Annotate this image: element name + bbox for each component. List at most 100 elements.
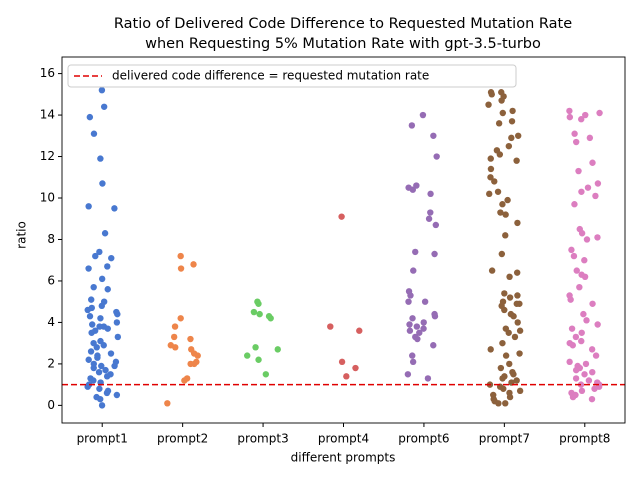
point (430, 342, 437, 349)
point (84, 306, 91, 314)
point (187, 360, 194, 368)
point (419, 111, 427, 119)
point (586, 134, 594, 142)
point (488, 267, 496, 274)
point (327, 323, 334, 330)
y-tick-label: 8 (47, 232, 55, 246)
point (582, 360, 590, 368)
point (98, 362, 105, 370)
point (596, 109, 603, 117)
point (568, 325, 576, 332)
point (103, 373, 111, 380)
point (409, 358, 417, 366)
point (413, 182, 420, 189)
point (570, 252, 578, 260)
point (86, 313, 94, 320)
point (113, 391, 121, 399)
point (90, 377, 97, 384)
point (581, 257, 588, 264)
point (409, 352, 416, 359)
point (97, 315, 104, 322)
y-tick-label: 2 (47, 356, 55, 370)
point (108, 254, 115, 262)
point (495, 120, 503, 127)
point (410, 267, 417, 274)
point (589, 300, 596, 307)
point (513, 300, 520, 307)
point (250, 308, 258, 316)
point (107, 350, 115, 357)
point (431, 313, 439, 320)
point (407, 292, 414, 299)
x-tick-label: prompt7 (479, 432, 530, 446)
point (405, 298, 412, 305)
point (409, 186, 417, 193)
point (498, 250, 506, 258)
point (100, 342, 107, 349)
point (502, 211, 509, 218)
point (90, 130, 98, 137)
point (87, 348, 95, 355)
point (104, 263, 111, 270)
point (513, 269, 521, 276)
point (583, 317, 590, 324)
y-tick-label: 10 (40, 191, 55, 205)
point (432, 221, 440, 229)
point (94, 354, 101, 361)
point (497, 364, 505, 372)
point (497, 209, 504, 216)
point (496, 151, 504, 158)
point (514, 219, 521, 227)
legend-label: delivered code difference = requested mu… (112, 69, 429, 83)
point (513, 377, 520, 384)
point (508, 118, 516, 125)
point (578, 230, 586, 237)
point (85, 265, 92, 272)
point (114, 333, 122, 341)
point (509, 107, 516, 115)
plot-frame (61, 56, 626, 424)
point (101, 230, 109, 237)
point (499, 375, 506, 382)
point (98, 302, 106, 310)
point (420, 325, 427, 332)
point (594, 234, 601, 241)
point (504, 196, 511, 204)
point (569, 342, 576, 349)
point (500, 385, 507, 392)
point (90, 364, 97, 372)
point (499, 339, 506, 347)
point (510, 313, 517, 320)
point (416, 329, 423, 336)
point (582, 111, 589, 119)
point (499, 201, 506, 208)
point (505, 329, 512, 336)
point (566, 113, 574, 121)
point (104, 286, 111, 293)
point (408, 122, 416, 129)
x-tick-label: prompt2 (157, 432, 208, 446)
point (487, 155, 494, 162)
point (499, 109, 506, 117)
point (96, 385, 103, 392)
point (514, 132, 522, 139)
point (90, 283, 97, 291)
point (510, 371, 517, 378)
point (177, 265, 185, 272)
point (578, 337, 585, 345)
point (98, 275, 106, 283)
point (501, 290, 508, 297)
point (488, 91, 495, 98)
point (506, 294, 514, 301)
x-tick-label: prompt3 (237, 432, 288, 446)
point (181, 377, 188, 384)
point (256, 310, 263, 318)
point (566, 107, 573, 115)
point (338, 358, 346, 366)
point (252, 344, 259, 351)
point (170, 333, 178, 341)
y-tick-label: 16 (40, 66, 55, 80)
point (93, 344, 100, 351)
point (567, 296, 574, 303)
